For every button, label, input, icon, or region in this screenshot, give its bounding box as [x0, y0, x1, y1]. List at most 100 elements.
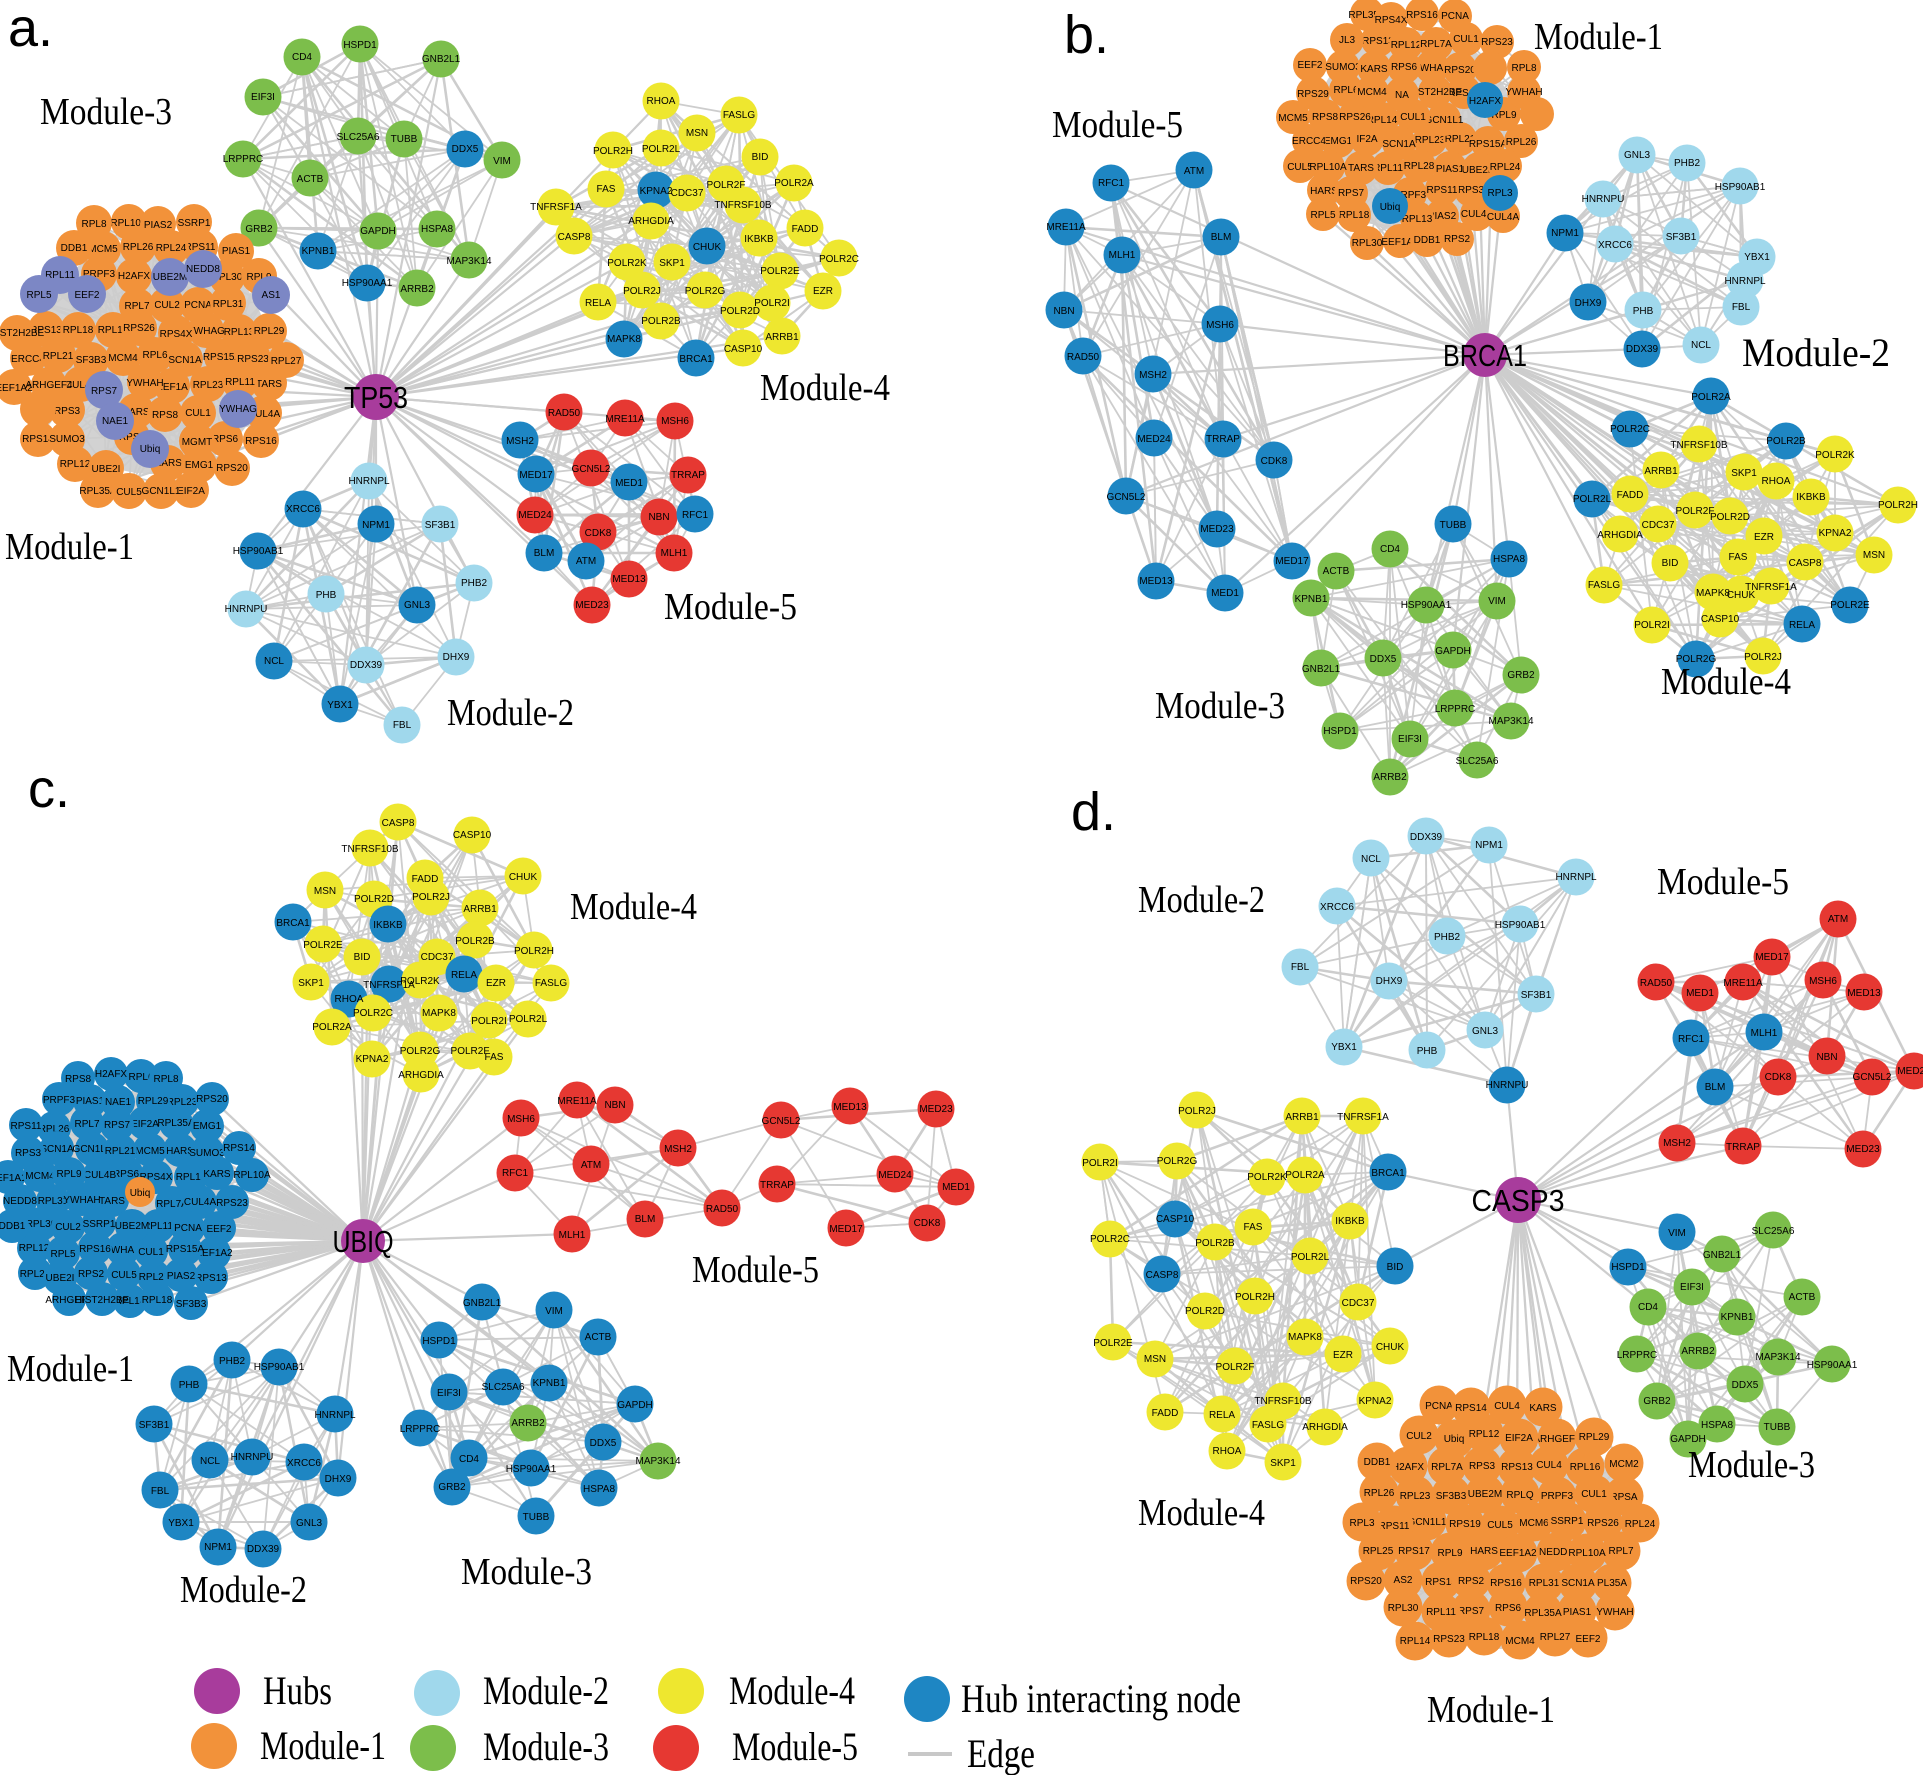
svg-text:SLC25A6: SLC25A6	[337, 132, 380, 143]
svg-text:MSN: MSN	[1144, 1354, 1166, 1365]
svg-text:DDB1: DDB1	[0, 1221, 26, 1232]
svg-text:HSP90AA1: HSP90AA1	[1807, 1360, 1858, 1371]
svg-text:RPL8: RPL8	[81, 219, 106, 230]
svg-text:CUL1: CUL1	[138, 1247, 164, 1258]
svg-text:HARS: HARS	[1470, 1546, 1498, 1557]
svg-text:XRCC6: XRCC6	[287, 1458, 321, 1469]
svg-text:PHB: PHB	[316, 590, 337, 601]
svg-text:MRE11A: MRE11A	[557, 1096, 597, 1107]
svg-text:DDX5: DDX5	[590, 1438, 617, 1449]
svg-text:ACTB: ACTB	[1323, 566, 1350, 577]
svg-text:GAPDH: GAPDH	[1435, 646, 1471, 657]
svg-text:RPL11: RPL11	[225, 377, 255, 388]
svg-text:Module-5: Module-5	[1052, 104, 1183, 146]
svg-text:RPS8: RPS8	[65, 1074, 92, 1085]
svg-text:MAP3K14: MAP3K14	[446, 256, 491, 267]
svg-text:RPL12: RPL12	[1391, 40, 1422, 51]
svg-text:RPL23: RPL23	[1400, 1491, 1431, 1502]
svg-text:HSPD1: HSPD1	[1323, 726, 1357, 737]
svg-text:NBN: NBN	[604, 1100, 625, 1111]
svg-text:Module-1: Module-1	[5, 526, 134, 568]
svg-text:UBE2I: UBE2I	[92, 464, 121, 475]
svg-text:RPS20: RPS20	[196, 1094, 228, 1105]
svg-text:NPM1: NPM1	[204, 1542, 232, 1553]
svg-text:MAP3K14: MAP3K14	[635, 1456, 680, 1467]
svg-text:CUL2: CUL2	[154, 300, 180, 311]
svg-text:HNRNPL: HNRNPL	[348, 476, 390, 487]
svg-text:POLR2C: POLR2C	[1610, 424, 1650, 435]
svg-text:RPL18: RPL18	[63, 325, 94, 336]
svg-text:EIF3I: EIF3I	[1398, 734, 1422, 745]
svg-text:HSP90AA1: HSP90AA1	[1401, 600, 1452, 611]
svg-text:HSP90AB1: HSP90AB1	[1715, 182, 1766, 193]
svg-text:RPL28: RPL28	[1404, 161, 1435, 172]
svg-text:GRB2: GRB2	[1507, 670, 1535, 681]
svg-text:TNFRSF10B: TNFRSF10B	[341, 844, 399, 855]
svg-text:KARS: KARS	[1360, 64, 1388, 75]
svg-text:RPS15A: RPS15A	[1469, 139, 1508, 150]
svg-text:CASP10: CASP10	[724, 344, 763, 355]
svg-text:RPS3: RPS3	[1458, 185, 1485, 196]
svg-text:MRE11A: MRE11A	[1723, 978, 1763, 989]
svg-text:GCN1L1: GCN1L1	[142, 486, 181, 497]
svg-text:HIST2H2BE: HIST2H2BE	[0, 328, 45, 339]
svg-text:TNFRSF1A: TNFRSF1A	[1745, 582, 1797, 593]
svg-text:RPS7: RPS7	[1458, 1606, 1485, 1617]
svg-text:RAD50: RAD50	[548, 408, 581, 419]
svg-text:SF3B1: SF3B1	[139, 1420, 170, 1431]
svg-text:XRCC6: XRCC6	[1320, 902, 1354, 913]
svg-text:RPS15A: RPS15A	[166, 1244, 205, 1255]
svg-text:RFC1: RFC1	[1098, 178, 1125, 189]
svg-text:MED23: MED23	[575, 600, 609, 611]
svg-text:Module-4: Module-4	[760, 367, 890, 409]
svg-text:Module-3: Module-3	[461, 1551, 592, 1593]
svg-text:POLR2D: POLR2D	[1185, 1306, 1225, 1317]
svg-text:RPS7: RPS7	[104, 1120, 131, 1131]
svg-text:RPS23: RPS23	[216, 1198, 248, 1209]
svg-text:EIF3I: EIF3I	[251, 92, 275, 103]
svg-text:RPL8: RPL8	[1511, 63, 1536, 74]
svg-text:MED13: MED13	[1847, 988, 1881, 999]
svg-text:ARRB2: ARRB2	[1373, 772, 1407, 783]
svg-text:MSH6: MSH6	[661, 416, 689, 427]
svg-text:RPL18: RPL18	[142, 1295, 173, 1306]
svg-text:BLM: BLM	[1705, 1082, 1726, 1093]
svg-text:RPS11: RPS11	[11, 1121, 42, 1132]
svg-text:RHOA: RHOA	[1213, 1446, 1242, 1457]
svg-text:RPL24: RPL24	[156, 243, 187, 254]
svg-text:SF3B3: SF3B3	[1436, 1491, 1467, 1502]
svg-text:EEF2: EEF2	[74, 290, 99, 301]
svg-text:IKBKB: IKBKB	[744, 234, 774, 245]
svg-text:PCNA: PCNA	[184, 300, 212, 311]
svg-text:CUL4A: CUL4A	[184, 1197, 217, 1208]
svg-text:NAE1: NAE1	[105, 1097, 132, 1108]
svg-text:MED17: MED17	[1275, 556, 1309, 567]
svg-text:MED24: MED24	[878, 1170, 912, 1181]
svg-text:RPS23: RPS23	[1433, 1634, 1465, 1645]
svg-text:UBE2M: UBE2M	[153, 272, 187, 283]
svg-text:RPS16: RPS16	[79, 1244, 111, 1255]
svg-text:TARS: TARS	[256, 379, 282, 390]
svg-text:IKBKB: IKBKB	[1796, 492, 1826, 503]
svg-text:YBX1: YBX1	[168, 1518, 194, 1529]
svg-text:RPL9: RPL9	[56, 1169, 81, 1180]
svg-text:RPS8: RPS8	[1312, 112, 1339, 123]
svg-text:HSPA8: HSPA8	[421, 224, 453, 235]
svg-text:LRPPRC: LRPPRC	[400, 1424, 441, 1435]
svg-text:FBL: FBL	[393, 720, 412, 731]
svg-text:POLR2K: POLR2K	[607, 258, 647, 269]
svg-text:CUL5: CUL5	[1487, 1520, 1513, 1531]
svg-text:H2AFX: H2AFX	[1392, 1462, 1425, 1473]
svg-text:BID: BID	[752, 152, 769, 163]
svg-text:POLR2E: POLR2E	[303, 940, 343, 951]
svg-text:CDK8: CDK8	[585, 528, 612, 539]
svg-text:HNRNPU: HNRNPU	[225, 604, 268, 615]
svg-text:BLM: BLM	[635, 1214, 656, 1225]
svg-text:H2AFX: H2AFX	[1469, 96, 1502, 107]
svg-text:MRE11A: MRE11A	[605, 414, 645, 425]
svg-text:HSPD1: HSPD1	[343, 40, 377, 51]
svg-text:CDK8: CDK8	[1765, 1072, 1792, 1083]
svg-text:MED24: MED24	[1137, 434, 1171, 445]
svg-text:TRRAP: TRRAP	[671, 470, 705, 481]
svg-text:MAPK8: MAPK8	[422, 1008, 456, 1019]
